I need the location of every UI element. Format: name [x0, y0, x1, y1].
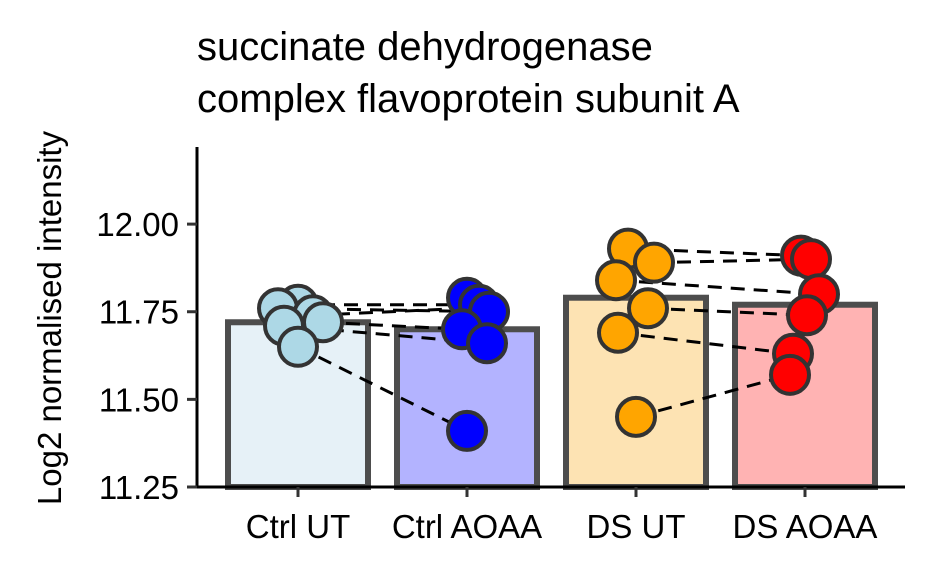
y-tick-label: 11.25 — [99, 469, 179, 506]
x-tick-label: DS AOAA — [733, 508, 878, 545]
paired-line — [635, 373, 791, 419]
data-point — [790, 238, 832, 281]
data-point — [769, 353, 811, 396]
data-point — [595, 259, 637, 302]
chart-title-line-2: complex flavoprotein subunit A — [197, 77, 740, 121]
x-tick-label: Ctrl AOAA — [392, 508, 542, 545]
chart-title-line-1: succinate dehydrogenase — [197, 25, 653, 69]
y-tick-label: 12.00 — [96, 206, 179, 243]
y-tick-label: 11.50 — [99, 381, 179, 418]
y-axis-label: Log2 normalised intensity — [31, 130, 68, 505]
data-point — [633, 241, 675, 284]
data-point — [597, 311, 639, 354]
x-tick-label: Ctrl UT — [246, 508, 350, 545]
data-point — [627, 287, 669, 330]
paired-line — [322, 320, 463, 331]
paired-line — [617, 331, 794, 356]
paired-line — [653, 257, 812, 265]
data-point — [277, 325, 319, 368]
data-point — [615, 395, 657, 438]
data-point — [786, 294, 828, 337]
paired-line — [647, 306, 808, 317]
data-point — [446, 409, 488, 452]
x-tick-label: DS UT — [587, 508, 686, 545]
bar-ctrl-aoaa — [394, 326, 540, 490]
data-point — [466, 322, 508, 365]
paired-line — [297, 345, 468, 433]
plot-area: 11.25 11.50 11.75 12.00 Ctrl UT Ctrl AOAA DS U… — [96, 147, 905, 545]
y-tick-label: 11.75 — [99, 294, 179, 331]
